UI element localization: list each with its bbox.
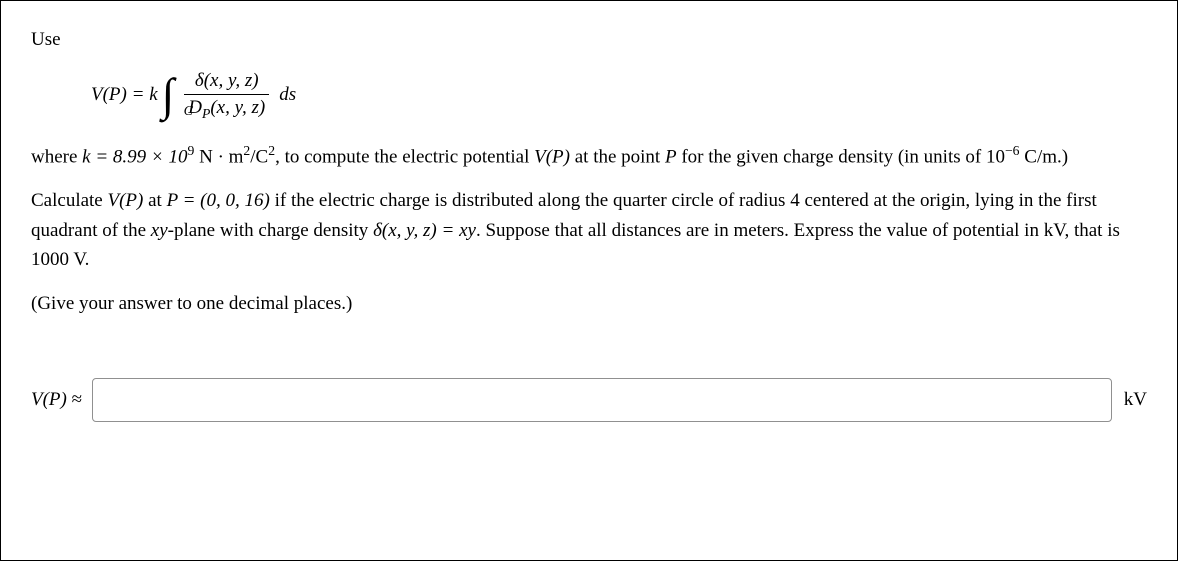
- where-post: , to compute the electric potential: [275, 147, 534, 168]
- integral: ∫ C: [162, 72, 175, 118]
- k-eq: k = 8.99 × 10: [82, 147, 187, 168]
- answer-vp: V(P): [31, 389, 72, 410]
- formula-lhs: V(P) = k: [91, 84, 158, 106]
- problem-container: Use V(P) = k ∫ C δ(x, y, z) DP(x, y, z) …: [0, 0, 1178, 561]
- use-line: Use: [31, 25, 1147, 54]
- point-p: P: [665, 147, 677, 168]
- answer-label: V(P) ≈: [31, 389, 92, 411]
- where-end: for the given charge density (in units o…: [677, 147, 1005, 168]
- where-pre: where: [31, 147, 82, 168]
- units-cm: C/m.): [1020, 147, 1069, 168]
- p-eq: P = (0, 0, 16): [167, 190, 270, 211]
- denom-args: (x, y, z): [210, 97, 265, 118]
- approx-sign: ≈: [72, 389, 82, 410]
- calc-pre: Calculate: [31, 190, 108, 211]
- where-tail: at the point: [570, 147, 665, 168]
- fraction-numerator: δ(x, y, z): [191, 70, 263, 94]
- formula: V(P) = k ∫ C δ(x, y, z) DP(x, y, z) ds: [91, 66, 1147, 124]
- integral-sub: C: [184, 104, 193, 120]
- delta-eq: δ(x, y, z) = xy: [373, 220, 476, 241]
- k-units-pre: N · m: [194, 147, 243, 168]
- hint-paragraph: (Give your answer to one decimal places.…: [31, 289, 1147, 318]
- calc-at: at: [143, 190, 166, 211]
- vp-2: V(P): [108, 190, 144, 211]
- calculate-paragraph: Calculate V(P) at P = (0, 0, 16) if the …: [31, 186, 1147, 274]
- vp-1: V(P): [534, 147, 570, 168]
- k-units-mid: /C: [250, 147, 268, 168]
- answer-unit: kV: [1112, 389, 1147, 411]
- fraction-denominator: DP(x, y, z): [184, 94, 269, 122]
- xy-plane: xy: [151, 220, 168, 241]
- where-paragraph: where k = 8.99 × 109 N · m2/C2, to compu…: [31, 140, 1147, 172]
- fraction: δ(x, y, z) DP(x, y, z): [184, 70, 269, 122]
- neg6: −6: [1005, 143, 1020, 158]
- integral-sign: ∫: [162, 72, 175, 118]
- formula-ds: ds: [279, 84, 296, 106]
- calc-plane: -plane with charge density: [168, 220, 373, 241]
- answer-input[interactable]: [92, 378, 1112, 422]
- answer-row: V(P) ≈ kV: [31, 378, 1147, 422]
